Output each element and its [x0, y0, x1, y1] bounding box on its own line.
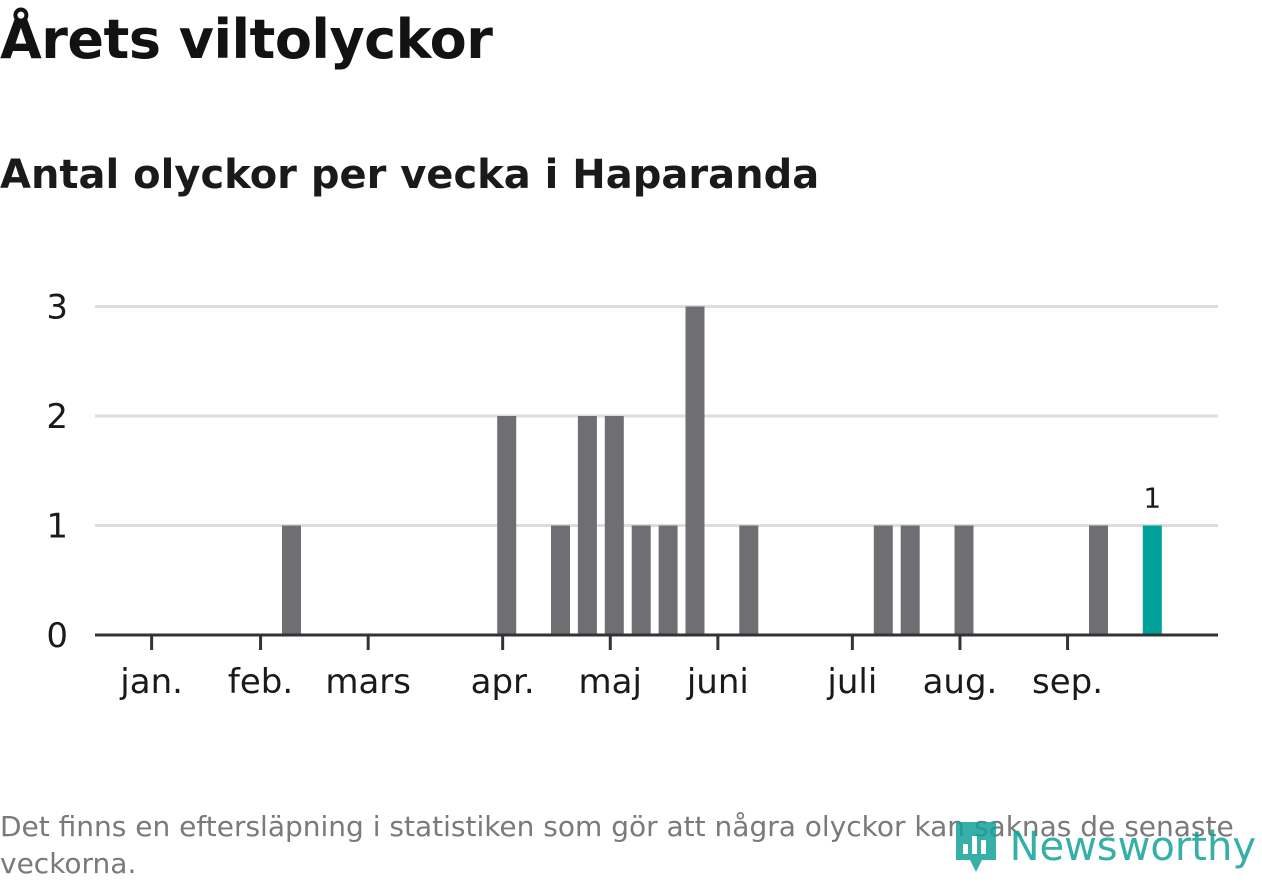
brand-name: Newsworthy [1009, 824, 1256, 870]
x-tick-label: juni [686, 662, 749, 702]
brand-logo: Newsworthy [952, 818, 1256, 876]
y-axis-ticks: 0 1 2 3 [46, 288, 68, 657]
y-tick-label: 0 [46, 616, 68, 656]
data-label-highlight: 1 [1143, 482, 1161, 515]
bar [739, 525, 759, 635]
bar [577, 416, 597, 635]
bar [604, 416, 624, 635]
bar-highlight [1142, 525, 1162, 635]
bars [282, 306, 1162, 635]
bar [551, 525, 570, 635]
x-tick-label: feb. [228, 662, 293, 702]
y-tick-label: 2 [46, 397, 68, 437]
bar [873, 525, 893, 635]
x-tick-label: jan. [119, 662, 183, 702]
bar [685, 306, 705, 635]
bar [900, 525, 920, 635]
y-tick-label: 3 [46, 288, 68, 328]
x-tick-label: mars [325, 662, 411, 702]
y-tick-label: 1 [46, 507, 68, 547]
bar-chart: 0 1 2 3 jan. feb. mars apr. maj juni juli aug. sep.… [46, 288, 1218, 702]
x-tick-label: apr. [471, 662, 535, 702]
bar [497, 416, 517, 635]
x-axis: jan. feb. mars apr. maj juni juli aug. sep. [95, 633, 1218, 702]
chart-title: Årets viltolyckor [0, 8, 493, 71]
bar [1089, 525, 1108, 635]
x-tick-label: maj [579, 662, 642, 702]
newsworthy-logo-icon [955, 822, 996, 872]
chart-subtitle: Antal olyckor per vecka i Haparanda [0, 152, 820, 198]
x-tick-label: juli [826, 662, 877, 702]
footnote: Det finns en eftersläpning i statistiken… [0, 810, 1234, 880]
bar [658, 525, 678, 635]
bar [954, 525, 974, 635]
data-labels: 1 [1143, 482, 1161, 515]
bar [282, 525, 301, 635]
x-tick-label: aug. [923, 662, 998, 702]
gridlines [95, 305, 1218, 527]
x-tick-label: sep. [1032, 662, 1103, 702]
bar [631, 525, 651, 635]
